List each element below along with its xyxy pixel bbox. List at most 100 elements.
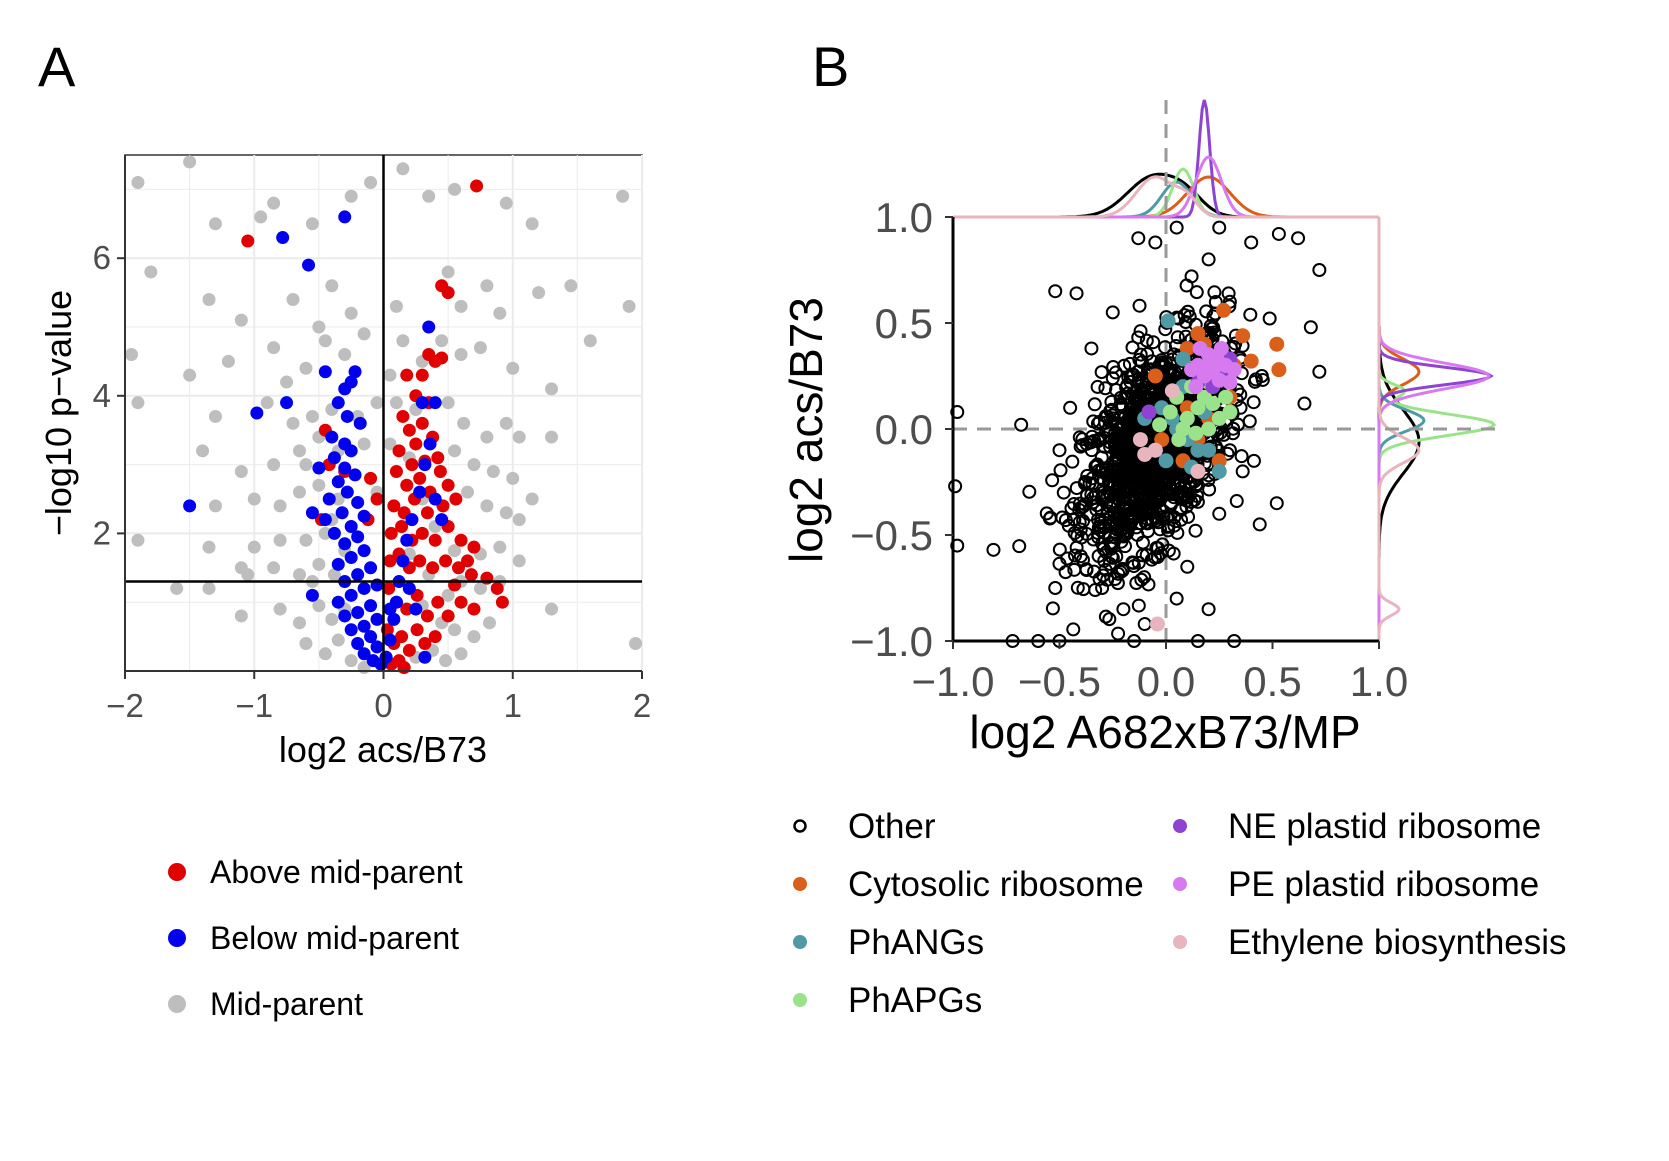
volcano-point (383, 437, 397, 451)
ratio-point-other (1189, 285, 1204, 300)
volcano-point (144, 265, 158, 279)
volcano-point (433, 464, 447, 478)
volcano-plot: −2 −1 0 1 2 2 4 6 log2 acs/B73 −log10 p−value A… (38, 154, 651, 1022)
ratio-point-other (1244, 235, 1259, 250)
volcano-point (202, 581, 216, 595)
ratio-point-other (1129, 469, 1144, 484)
volcano-point (305, 217, 319, 231)
volcano-point (482, 616, 496, 630)
volcano-y-tick-label: 2 (93, 514, 111, 551)
ratio-point-eth (1149, 616, 1165, 632)
volcano-point (353, 416, 367, 430)
ratio-point-other (1180, 559, 1195, 574)
volcano-point (208, 499, 222, 513)
volcano-point (616, 189, 630, 203)
ratio-point-cyto (1269, 336, 1285, 352)
ratio-y-tick-label: −1.0 (850, 618, 933, 665)
volcano-point (428, 492, 442, 506)
ratio-point-other (1067, 496, 1082, 511)
volcano-point (402, 643, 416, 657)
volcano-point (454, 299, 468, 313)
ratio-point-other (1066, 622, 1081, 637)
volcano-y-axis-title: −log10 p−value (38, 290, 79, 536)
volcano-point (325, 279, 339, 293)
volcano-point (439, 654, 453, 668)
volcano-point (629, 636, 643, 650)
legend-swatch-mid (168, 995, 186, 1013)
ratio-point-other (1073, 549, 1088, 564)
volcano-point (370, 640, 384, 654)
volcano-point (413, 554, 427, 568)
ratio-point-other (1201, 602, 1216, 617)
ratio-point-other (1153, 522, 1168, 537)
volcano-point (286, 416, 300, 430)
legend-label-eth: Ethylene biosynthesis (1228, 923, 1567, 962)
volcano-point (344, 550, 358, 564)
ratio-point-other (1204, 321, 1219, 336)
volcano-point (364, 471, 378, 485)
ratio-point-pe (1222, 374, 1238, 390)
ratio-point-phapg (1218, 389, 1234, 405)
ratio-point-other (1271, 226, 1286, 241)
ratio-point-other (1083, 507, 1098, 522)
ratio-points (948, 220, 1327, 648)
ratio-point-other (1084, 341, 1099, 356)
ratio-point-other (1312, 263, 1327, 277)
ratio-point-other (1106, 360, 1121, 375)
volcano-point (415, 526, 429, 540)
volcano-point (305, 409, 319, 423)
ratio-point-other (1221, 286, 1236, 301)
ratio-point-other (1131, 486, 1146, 501)
legend-swatch-ne (1173, 819, 1187, 833)
volcano-point (525, 492, 539, 506)
volcano-point (493, 306, 507, 320)
ratio-point-other (1072, 496, 1087, 511)
volcano-point (428, 630, 442, 644)
ratio-point-other (1116, 444, 1131, 459)
ratio-point-other (1202, 482, 1217, 497)
legend-label-phapg: PhAPGs (848, 981, 982, 1020)
ratio-point-other (1104, 394, 1119, 409)
volcano-point (276, 231, 290, 245)
ratio-point-eth (1164, 383, 1180, 399)
volcano-point (325, 430, 339, 444)
volcano-point (273, 533, 287, 547)
ratio-point-other (1149, 513, 1164, 528)
volcano-point (286, 292, 300, 306)
ratio-point-other (1058, 565, 1073, 580)
ratio-point-other (1291, 231, 1306, 246)
ratio-point-other (1065, 454, 1080, 469)
volcano-point (473, 341, 487, 355)
volcano-point (480, 499, 494, 513)
volcano-point (409, 602, 423, 616)
ratio-point-other (1201, 472, 1216, 487)
legend-label-pe: PE plastid ribosome (1228, 865, 1539, 904)
ratio-point-eth (1190, 463, 1206, 479)
volcano-reference-lines (125, 155, 642, 671)
ratio-point-other (1132, 516, 1147, 531)
volcano-point (464, 568, 478, 582)
volcano-point (420, 609, 434, 623)
volcano-point (379, 650, 393, 664)
ratio-point-other (1179, 493, 1194, 508)
volcano-point (405, 458, 419, 472)
volcano-point (338, 461, 352, 475)
ratio-point-other (1119, 390, 1134, 405)
ratio-point-other (1149, 492, 1164, 507)
ratio-point-other (1045, 601, 1060, 616)
volcano-point (448, 544, 462, 558)
ratio-point-other (1133, 324, 1148, 339)
ratio-x-axis-title: log2 A682xB73/MP (969, 706, 1360, 758)
volcano-point (383, 602, 397, 616)
volcano-x-axis-title: log2 acs/B73 (279, 729, 487, 770)
ratio-point-other (1108, 572, 1123, 587)
volcano-point (234, 464, 248, 478)
legend-label-other: Other (848, 807, 936, 846)
ratio-point-other (1111, 473, 1126, 488)
ratio-point-other (1092, 571, 1107, 586)
legend-label-cyto: Cytosolic ribosome (848, 865, 1144, 904)
legend-label-ne: NE plastid ribosome (1228, 807, 1541, 846)
legend-swatch-below (168, 929, 186, 947)
ratio-point-other (1212, 506, 1227, 521)
